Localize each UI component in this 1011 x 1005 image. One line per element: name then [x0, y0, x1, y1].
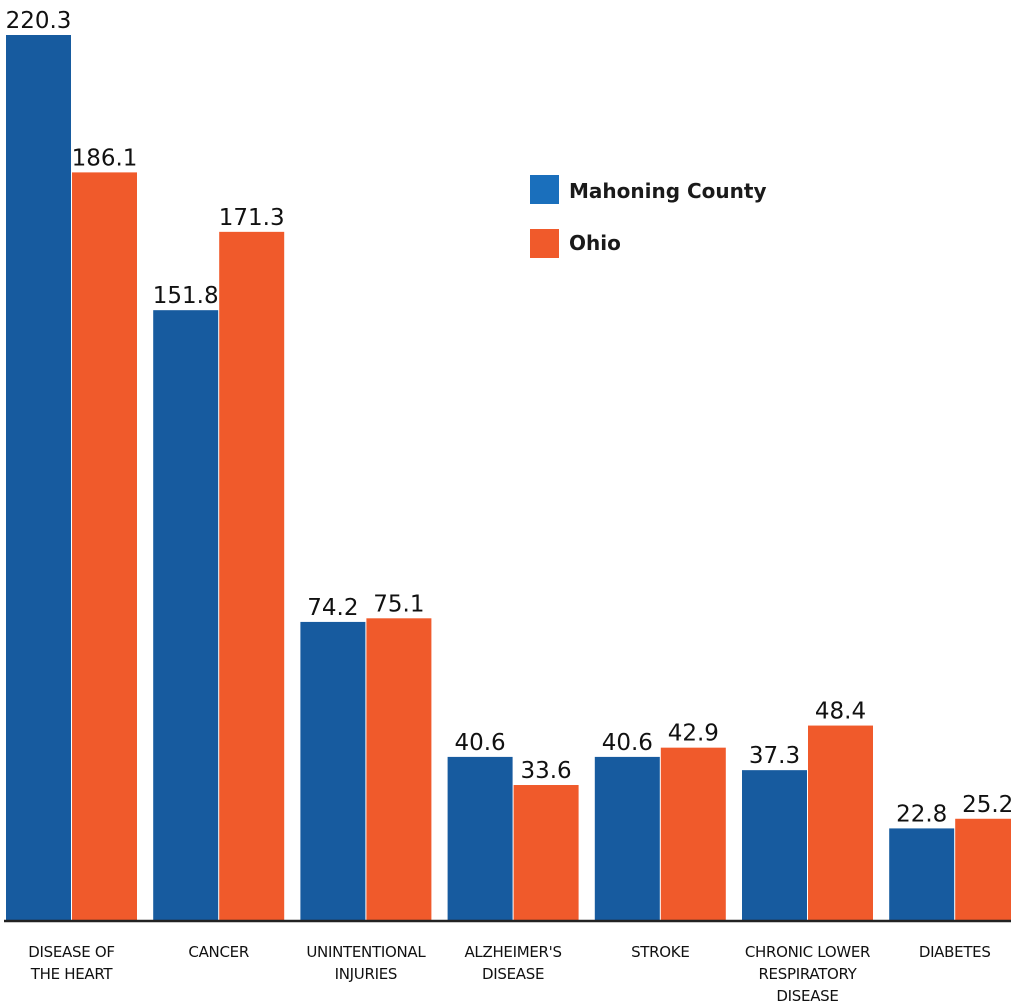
bar-ohio-stroke	[660, 747, 726, 920]
value-label-mahoning-county-unintentional-injuries: 74.2	[307, 595, 358, 621]
value-label-mahoning-county-cancer: 151.8	[153, 283, 219, 309]
value-label-ohio-alzheimer-s-disease: 33.6	[520, 758, 571, 784]
bar-ohio-alzheimer-s-disease	[513, 785, 579, 920]
bar-mahoning-county-alzheimer-s-disease	[447, 756, 513, 920]
legend: Mahoning County Ohio	[530, 175, 766, 258]
value-label-ohio-unintentional-injuries: 75.1	[373, 591, 424, 617]
value-label-mahoning-county-diabetes: 22.8	[896, 801, 947, 827]
category-label-disease-of-the-heart: DISEASE OF THE HEART	[28, 943, 114, 983]
value-label-mahoning-county-alzheimer-s-disease: 40.6	[454, 730, 505, 756]
bar-mahoning-county-stroke	[594, 756, 660, 920]
legend-swatch-ohio	[530, 229, 559, 258]
category-label-chronic-lower-respiratory-disease: CHRONIC LOWER RESPIRATORY DISEASE	[745, 943, 870, 1005]
value-label-mahoning-county-disease-of-the-heart: 220.3	[6, 8, 72, 34]
legend-swatch-mahoning-county	[530, 175, 559, 204]
category-label-unintentional-injuries: UNINTENTIONAL INJURIES	[306, 943, 426, 983]
bar-mahoning-county-cancer	[153, 310, 219, 920]
value-label-mahoning-county-chronic-lower-respiratory-disease: 37.3	[749, 743, 800, 769]
category-label-alzheimer-s-disease: ALZHEIMER'S DISEASE	[464, 943, 561, 983]
bar-ohio-disease-of-the-heart	[72, 172, 137, 921]
value-label-ohio-cancer: 171.3	[219, 205, 285, 231]
bars-layer	[6, 35, 1011, 921]
bar-ohio-unintentional-injuries	[366, 618, 432, 920]
bar-ohio-cancer	[219, 231, 285, 920]
value-label-ohio-stroke: 42.9	[668, 721, 719, 747]
value-label-ohio-chronic-lower-respiratory-disease: 48.4	[815, 699, 866, 725]
category-label-stroke: STROKE	[631, 943, 689, 961]
legend-label-mahoning-county: Mahoning County	[569, 179, 766, 203]
legend-label-ohio: Ohio	[569, 231, 621, 255]
bar-ohio-chronic-lower-respiratory-disease	[808, 725, 873, 920]
value-label-ohio-diabetes: 25.2	[962, 792, 1011, 818]
bar-ohio-diabetes	[955, 818, 1011, 920]
value-label-ohio-disease-of-the-heart: 186.1	[72, 145, 138, 171]
bar-mahoning-county-unintentional-injuries	[300, 621, 366, 920]
category-label-diabetes: DIABETES	[919, 943, 991, 961]
category-labels-layer: DISEASE OF THE HEART CANCER UNINTENTIONAL IN…	[28, 943, 991, 1005]
value-label-mahoning-county-stroke: 40.6	[602, 730, 653, 756]
category-label-cancer: CANCER	[188, 943, 249, 961]
bar-mahoning-county-chronic-lower-respiratory-disease	[742, 770, 807, 920]
bar-mahoning-county-diabetes	[889, 828, 955, 920]
value-labels-layer: 220.3 186.1 151.8 171.3 74.2 75.1 40.6 33.6 40.6…	[6, 8, 1011, 827]
bar-mahoning-county-disease-of-the-heart	[6, 35, 71, 920]
